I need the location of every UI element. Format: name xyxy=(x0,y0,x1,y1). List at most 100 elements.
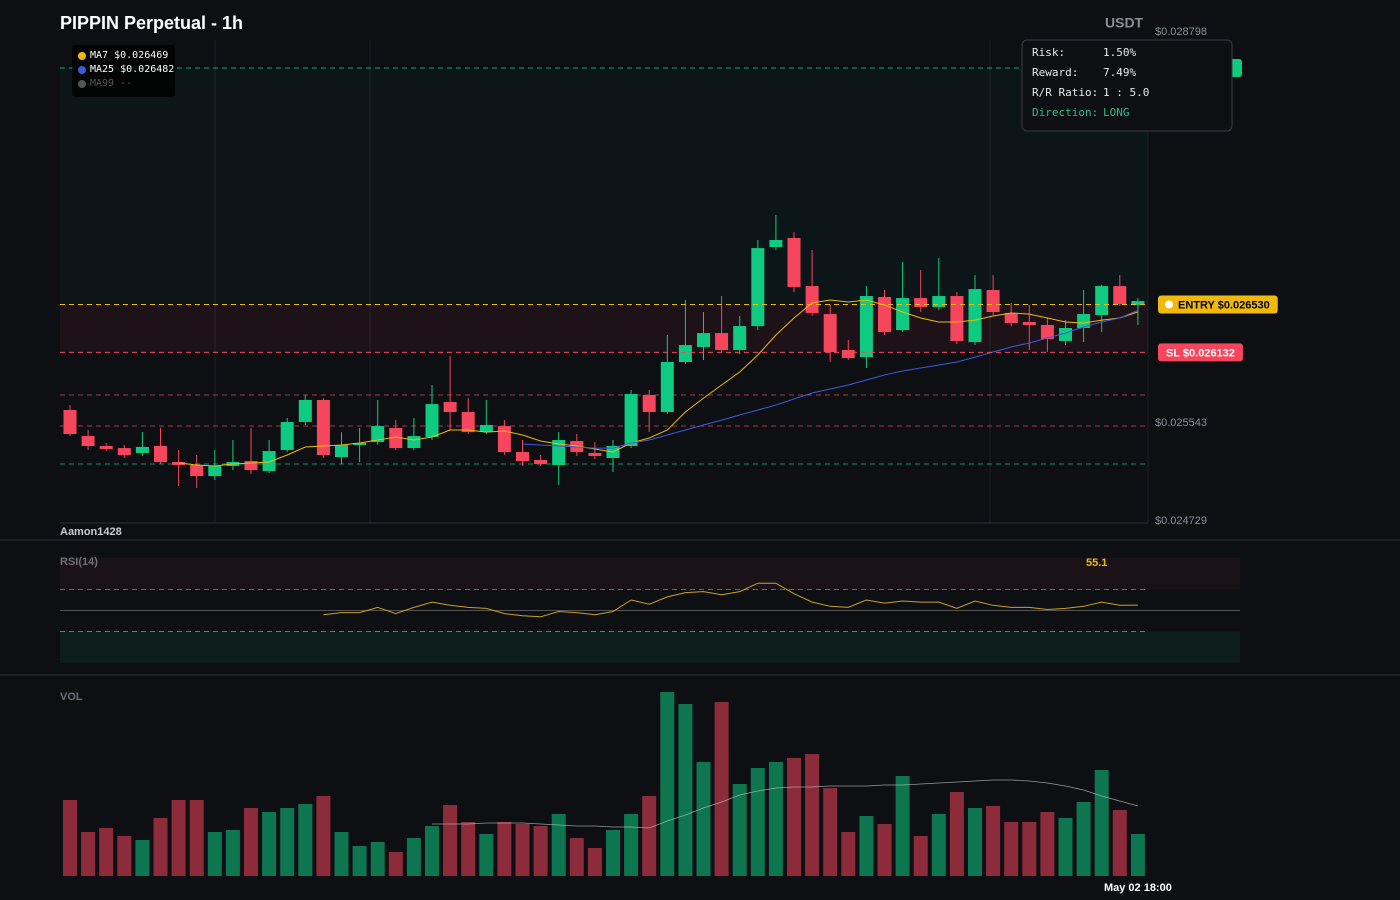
rsi-value-label: 55.1 xyxy=(1086,557,1107,569)
volume-bar xyxy=(1022,822,1037,876)
volume-bar xyxy=(660,692,675,876)
volume-bar xyxy=(642,796,657,876)
legend-box xyxy=(72,45,175,97)
volume-bar xyxy=(569,838,584,876)
risk-label: Risk: xyxy=(1032,46,1065,59)
candle-body xyxy=(208,465,222,477)
candle-body xyxy=(1095,286,1109,316)
candle-body xyxy=(81,436,95,447)
risk-value: 1.50% xyxy=(1103,46,1136,59)
volume-bar xyxy=(859,816,874,876)
candle-body xyxy=(280,421,294,450)
candle-body xyxy=(986,290,1000,313)
candle-body xyxy=(298,399,312,422)
risk-panel xyxy=(1021,39,1233,132)
overbought-zone xyxy=(60,558,1240,590)
volume-bar xyxy=(1040,812,1055,876)
volume-bar xyxy=(207,832,222,876)
candle-body xyxy=(443,402,457,412)
rsi-title: RSI(14) xyxy=(60,556,98,568)
legend-swatch xyxy=(78,80,86,88)
candle-body xyxy=(244,461,258,471)
candle-body xyxy=(1077,314,1091,328)
candle-body xyxy=(117,448,131,456)
volume-bar xyxy=(696,762,711,876)
legend-swatch xyxy=(78,66,86,74)
risk-value: LONG xyxy=(1103,106,1130,119)
volume-bar xyxy=(461,822,476,876)
risk-label: R/R Ratio: xyxy=(1032,86,1098,99)
volume-bar xyxy=(587,848,602,876)
candle-body xyxy=(63,409,77,434)
candle-body xyxy=(1059,327,1072,341)
volume-bar xyxy=(805,754,820,876)
candle-body xyxy=(660,362,674,412)
rsi-line xyxy=(323,582,1138,618)
volume-bar xyxy=(877,824,892,876)
volume-bar xyxy=(171,800,186,876)
entry-icon xyxy=(1165,300,1173,309)
volume-bar xyxy=(479,834,494,876)
risk-label: Direction: xyxy=(1032,106,1098,119)
volume-bar xyxy=(1076,802,1091,876)
volume-bar xyxy=(153,818,168,876)
price-chart: $0.028798 $0.025543 $0.024729 ENTRY $0.0265… xyxy=(60,26,1278,527)
stop-loss-zone xyxy=(60,304,1148,353)
candle-body xyxy=(516,452,529,462)
volume-bar xyxy=(768,762,783,876)
volume-bar xyxy=(823,788,838,876)
currency: USDT xyxy=(1105,15,1144,31)
watermark: Aamon1428 xyxy=(60,526,122,538)
volume-bar xyxy=(370,842,385,876)
volume-bar xyxy=(189,800,204,876)
candle-body xyxy=(878,296,891,333)
candle-body xyxy=(497,426,511,453)
candle-body xyxy=(896,298,910,331)
candle-body xyxy=(389,427,403,449)
legend-swatch xyxy=(78,52,86,60)
candle-body xyxy=(697,333,710,347)
entry-label: ENTRY $0.026530 xyxy=(1178,299,1270,311)
candle-body xyxy=(769,240,783,247)
take-profit-zone xyxy=(60,68,1148,305)
legend-label: MA7 $0.026469 xyxy=(90,50,168,61)
volume-bar xyxy=(262,812,277,876)
moving-average-line xyxy=(522,309,1139,449)
volume-bar xyxy=(551,814,566,876)
stop-loss-badge xyxy=(1158,343,1243,362)
volume-bar xyxy=(135,840,150,876)
risk-rows: Risk: 1.50% Reward: 7.49% R/R Ratio: 1 : 5.0 D… xyxy=(1032,46,1149,119)
risk-label: Reward: xyxy=(1032,66,1078,79)
legend-value: $0.026482 xyxy=(120,64,174,75)
candle-body xyxy=(715,333,729,350)
candle-body xyxy=(787,237,801,288)
stop-loss-label: SL $0.026132 xyxy=(1166,347,1235,359)
volume-bar xyxy=(497,822,512,876)
candle-body xyxy=(316,399,330,456)
candle-body xyxy=(371,426,385,443)
volume-bar xyxy=(244,808,258,876)
volume-bar xyxy=(931,814,946,876)
candle-body xyxy=(262,451,276,472)
entry-badge xyxy=(1158,295,1278,314)
legend-label: MA25 $0.026482 xyxy=(90,64,174,75)
y-tick-label: $0.024729 xyxy=(1155,515,1207,527)
volume-bar xyxy=(787,758,801,876)
volume-bar xyxy=(895,776,910,876)
volume-bar xyxy=(334,832,349,876)
volume-bar xyxy=(606,830,620,876)
candle-body xyxy=(353,443,367,446)
volume-bar xyxy=(714,702,729,876)
volume-bar xyxy=(750,768,765,876)
candle-body xyxy=(950,296,964,341)
candle-body xyxy=(479,424,493,433)
rsi-chart: 55.1 xyxy=(60,557,1240,663)
volume-bar xyxy=(117,836,132,876)
candle-body xyxy=(932,296,946,308)
candle-body xyxy=(135,446,149,453)
volume-bar xyxy=(81,832,96,876)
volume-title: VOL xyxy=(60,691,83,703)
candle-body xyxy=(588,452,602,456)
candle-body xyxy=(642,395,656,412)
